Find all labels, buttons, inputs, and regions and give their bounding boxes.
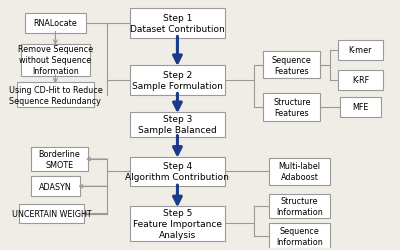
FancyBboxPatch shape [21,44,90,77]
FancyBboxPatch shape [130,112,225,137]
Text: Multi-label
Adaboost: Multi-label Adaboost [278,162,320,182]
Text: Structure
Features: Structure Features [273,98,310,117]
FancyBboxPatch shape [130,9,225,38]
Text: Step 4
Algorithm Contribution: Step 4 Algorithm Contribution [126,162,229,182]
FancyBboxPatch shape [25,14,86,34]
Text: MFE: MFE [352,103,369,112]
Text: Using CD-Hit to Reduce
Sequence Redundancy: Using CD-Hit to Reduce Sequence Redundan… [8,85,102,105]
FancyBboxPatch shape [17,83,94,108]
Text: Structure
Information: Structure Information [276,196,323,216]
Text: Sequence
Features: Sequence Features [272,56,312,76]
Text: Sequence
Information: Sequence Information [276,226,323,246]
FancyBboxPatch shape [31,147,88,172]
FancyBboxPatch shape [338,70,383,90]
Text: Step 2
Sample Formulation: Step 2 Sample Formulation [132,70,223,90]
FancyBboxPatch shape [31,177,80,197]
FancyBboxPatch shape [130,206,225,241]
FancyBboxPatch shape [130,66,225,95]
Text: Step 1
Dataset Contribution: Step 1 Dataset Contribution [130,14,225,34]
FancyBboxPatch shape [130,157,225,186]
FancyBboxPatch shape [340,98,382,117]
Text: Borderline
SMOTE: Borderline SMOTE [38,149,80,170]
Text: Step 3
Sample Balanced: Step 3 Sample Balanced [138,115,217,135]
Text: K-mer: K-mer [349,46,372,55]
FancyBboxPatch shape [269,158,330,185]
FancyBboxPatch shape [269,224,330,248]
FancyBboxPatch shape [338,41,383,61]
Text: UNCERTAIN WEIGHT: UNCERTAIN WEIGHT [12,209,91,218]
Text: Step 5
Feature Importance
Analysis: Step 5 Feature Importance Analysis [133,208,222,239]
FancyBboxPatch shape [263,94,320,121]
FancyBboxPatch shape [263,52,320,79]
Text: ADASYN: ADASYN [39,182,72,191]
FancyBboxPatch shape [19,204,84,224]
Text: RNALocate: RNALocate [34,19,77,28]
Text: Remove Sequence
without Sequence
Information: Remove Sequence without Sequence Informa… [18,45,93,76]
Text: K-RF: K-RF [352,76,369,85]
FancyBboxPatch shape [269,194,330,218]
